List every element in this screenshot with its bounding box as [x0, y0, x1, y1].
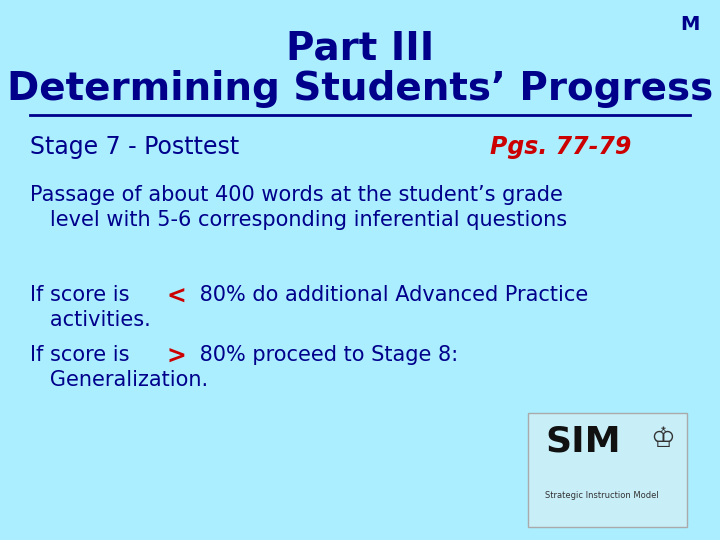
Text: 80% proceed to Stage 8:: 80% proceed to Stage 8: — [192, 345, 458, 365]
FancyBboxPatch shape — [528, 413, 687, 527]
Text: ♔: ♔ — [650, 425, 675, 453]
Text: SIM: SIM — [545, 425, 621, 459]
Text: Stage 7 - Posttest: Stage 7 - Posttest — [30, 135, 239, 159]
Text: M: M — [680, 15, 700, 34]
Text: Pgs. 77-79: Pgs. 77-79 — [490, 135, 631, 159]
Text: 80% do additional Advanced Practice: 80% do additional Advanced Practice — [192, 285, 588, 305]
Text: Part III: Part III — [286, 30, 434, 68]
Text: Generalization.: Generalization. — [30, 370, 208, 390]
Text: Determining Students’ Progress: Determining Students’ Progress — [7, 70, 713, 108]
Text: >: > — [167, 345, 186, 369]
Text: Passage of about 400 words at the student’s grade: Passage of about 400 words at the studen… — [30, 185, 563, 205]
Text: level with 5-6 corresponding inferential questions: level with 5-6 corresponding inferential… — [30, 210, 567, 230]
Text: Strategic Instruction Model: Strategic Instruction Model — [545, 491, 659, 500]
Text: If score is: If score is — [30, 345, 136, 365]
Text: If score is: If score is — [30, 285, 136, 305]
Text: <: < — [167, 285, 186, 309]
Text: activities.: activities. — [30, 310, 150, 330]
